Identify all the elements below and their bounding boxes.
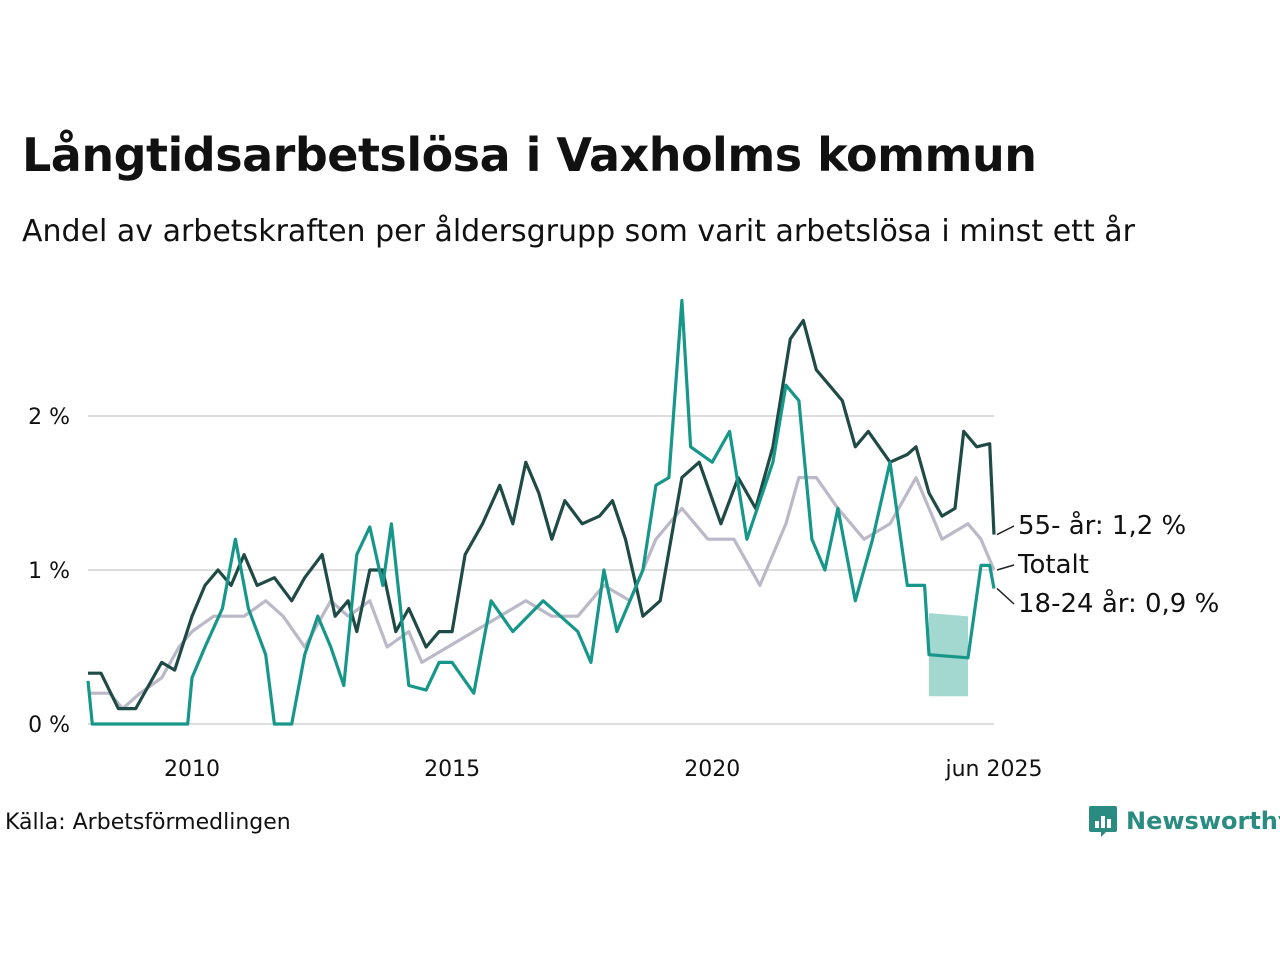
series-label-total: Totalt [1017,550,1089,580]
series-lines [86,298,996,726]
leader-line-young [996,587,1015,605]
leader-line-total [996,564,1015,571]
chart-subtitle: Andel av arbetskraften per åldersgrupp s… [22,214,1135,249]
x-tick-label: jun 2025 [945,757,1043,782]
series-line-older [88,318,996,711]
chart-title: Långtidsarbetslösa i Vaxholms kommun [22,128,1037,182]
leader-line-older [996,525,1015,536]
axis-ticks: 0 % 1 % 2 % 2010 2015 2020 jun 2025 [28,405,1042,782]
y-tick-label: 0 % [28,713,70,738]
newsworthy-logo[interactable]: Newsworthy [1088,804,1280,838]
series-line-young [86,298,996,726]
series-label-young: 18-24 år: 0,9 % [1018,588,1219,619]
x-tick-label: 2010 [164,757,220,782]
series-label-older: 55- år: 1,2 % [1018,510,1186,541]
series-labels: 55- år: 1,2 % Totalt 18-24 år: 0,9 % [996,510,1219,619]
source-note: Källa: Arbetsförmedlingen [5,810,291,835]
newsworthy-logo-icon [1089,806,1117,837]
newsworthy-logo-text: Newsworthy [1126,807,1280,835]
x-tick-label: 2020 [684,757,740,782]
y-tick-label: 1 % [28,559,70,584]
series-line-total [88,476,996,711]
x-tick-label: 2015 [424,757,480,782]
grid-lines [88,415,994,725]
y-tick-label: 2 % [28,405,70,430]
